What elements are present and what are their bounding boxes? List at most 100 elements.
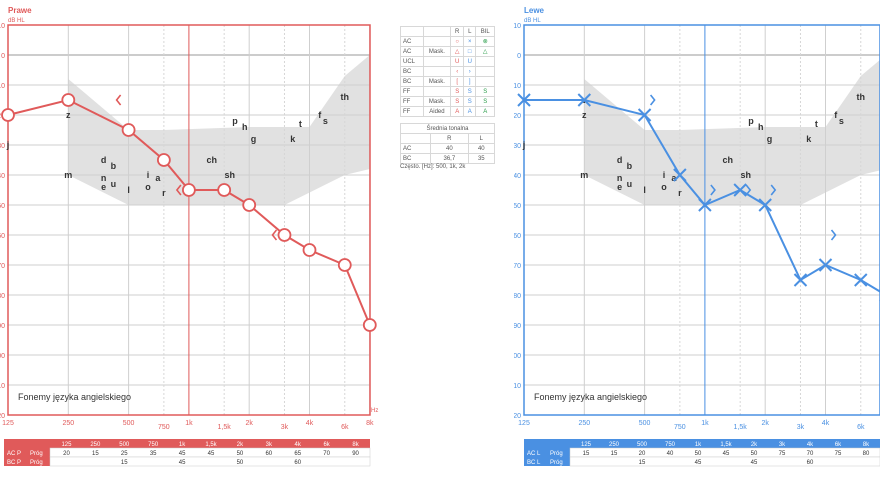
phoneme-label: t — [815, 119, 818, 129]
legend-cell: BC — [400, 66, 424, 77]
table-cell: 40 — [667, 451, 674, 457]
legend-cell: S — [475, 96, 495, 107]
phoneme-label: l — [127, 185, 130, 195]
y-tick-label: 30 — [0, 143, 5, 150]
legend-cell: S — [450, 86, 465, 97]
table-header-cell: 500 — [637, 442, 648, 448]
bc-point-bracket — [115, 94, 122, 106]
table-cell: 45 — [695, 460, 702, 466]
phoneme-label: i — [147, 170, 150, 180]
phoneme-label: h — [758, 122, 764, 132]
ac-point-cross — [698, 198, 712, 212]
phoneme-label: a — [671, 173, 677, 183]
unit-label: dB HL — [524, 18, 541, 24]
legend-cell — [422, 86, 452, 97]
phoneme-label: k — [290, 134, 296, 144]
table-row-sub: Próg — [550, 460, 563, 466]
phoneme-label: u — [627, 179, 633, 189]
phoneme-label: u — [111, 179, 117, 189]
ac-point-circle — [121, 123, 136, 137]
phoneme-label: l — [643, 185, 646, 195]
table-header-cell: 250 — [90, 442, 101, 448]
legend-cell — [422, 36, 452, 47]
ac-point-cross — [854, 273, 868, 287]
y-tick-label: 0 — [1, 53, 5, 60]
average-r-header: R — [430, 133, 469, 144]
legend-cell — [475, 76, 495, 87]
table-header-cell: 2k — [751, 442, 758, 448]
x-tick-label: 1k — [701, 420, 709, 427]
legend-cell: Aided — [422, 106, 452, 117]
legend-cell: △ — [450, 46, 465, 57]
y-tick-label: 60 — [0, 233, 5, 240]
phoneme-label: sh — [225, 170, 236, 180]
legend-cell: ‹ — [450, 66, 465, 77]
table-row-label-bg — [4, 457, 50, 466]
table-header-cell: 1,5k — [205, 442, 217, 448]
cross-stroke — [637, 108, 652, 122]
phoneme-label: p — [748, 116, 754, 126]
ac-point-cross — [793, 273, 808, 287]
phoneme-label: k — [806, 134, 812, 144]
legend-cell: □ — [463, 46, 477, 57]
legend-col-header: L — [463, 26, 477, 37]
table-header-cell: 750 — [665, 442, 676, 448]
y-tick-label: 110 — [514, 383, 521, 390]
phoneme-label: r — [678, 188, 682, 198]
table-cell: 50 — [695, 451, 702, 457]
average-bc-label: BC — [399, 153, 432, 164]
phoneme-label: z — [582, 110, 587, 120]
ac-point-cross — [673, 168, 687, 182]
legend-cell: U — [450, 56, 465, 67]
legend-cell — [475, 56, 495, 67]
cross-stroke — [818, 258, 833, 272]
table-cell: 35 — [150, 451, 157, 457]
table-cell: 20 — [639, 451, 646, 457]
y-tick-label: 90 — [514, 323, 521, 330]
phoneme-label: o — [145, 182, 151, 192]
phoneme-label: i — [663, 170, 666, 180]
x-tick-label: 125 — [2, 420, 14, 427]
phoneme-label: m — [64, 170, 72, 180]
y-tick-label: 40 — [514, 173, 521, 180]
phoneme-label: s — [839, 116, 844, 126]
table-cell: 60 — [807, 460, 814, 466]
phoneme-label: s — [323, 116, 328, 126]
legend-cell: UCL — [400, 56, 424, 67]
ac-point-circle — [362, 318, 377, 332]
bc-point-bracket — [271, 229, 278, 241]
x-tick-label: 2k — [245, 420, 253, 427]
average-ac-r: 40 — [430, 143, 469, 154]
left-ear-audiogram: Lewe dB HL-10 0 10 20 30 40 50 60 70 80 90 100 110 120… — [514, 6, 880, 467]
table-row-label-bg — [524, 457, 570, 466]
table-row-label: AC P — [7, 451, 21, 457]
table-cell: 15 — [92, 451, 99, 457]
phoneme-label: sh — [741, 170, 752, 180]
phoneme-label: d — [617, 155, 623, 165]
legend-cell: S — [463, 96, 477, 107]
table-header-bg — [4, 439, 370, 448]
speech-banana — [68, 55, 370, 205]
average-table: Średnia tonalna R L AC 40 40 BC 36,7 35 — [399, 123, 496, 164]
banana-label: Fonemy języka angielskiego — [534, 392, 647, 402]
y-tick-label: 30 — [514, 143, 521, 150]
y-tick-label: 40 — [0, 173, 5, 180]
legend-cell: A — [475, 106, 495, 117]
y-tick-label: 10 — [514, 83, 521, 90]
banana-label: Fonemy języka angielskiego — [18, 392, 131, 402]
table-header-cell: 6k — [835, 442, 842, 448]
x-tick-label: 250 — [62, 420, 74, 427]
phoneme-label: n — [617, 173, 623, 183]
cross-stroke — [758, 198, 772, 212]
symbol-legend: R L BIL AC ○ × ⊗ AC Mask. △ □ △ UCL U U BC ‹ › BC Mask.[] FF… — [399, 26, 496, 170]
x-tick-label: 6k — [857, 424, 865, 431]
legend-cell: ] — [463, 76, 477, 87]
legend-cell: S — [450, 96, 465, 107]
ac-point-cross — [733, 183, 747, 197]
y-tick-label: -10 — [514, 23, 521, 30]
ac-point-cross — [758, 198, 772, 212]
legend-row: FF Mask. S S S — [400, 96, 495, 107]
y-tick-label: 100 — [514, 353, 521, 360]
x-tick-label: 4k — [822, 420, 830, 427]
average-ac-label: AC — [399, 143, 432, 154]
